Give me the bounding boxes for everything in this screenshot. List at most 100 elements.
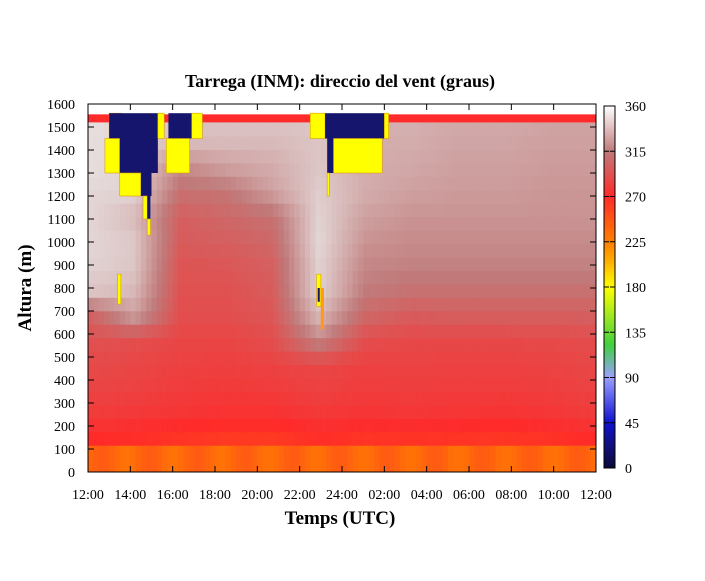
heatmap-cell xyxy=(257,229,264,245)
heatmap-cell xyxy=(553,337,560,352)
heatmap-cell xyxy=(342,256,348,271)
heatmap-cell xyxy=(458,391,465,406)
heatmap-cell xyxy=(246,243,253,258)
heatmap-cell xyxy=(442,203,449,218)
y-tick-label: 1000 xyxy=(47,236,75,251)
heatmap-cell xyxy=(320,243,327,258)
heatmap-cell xyxy=(88,364,94,379)
heatmap-cell xyxy=(130,377,137,392)
heatmap-special-cell xyxy=(146,218,151,236)
heatmap-cell xyxy=(490,458,497,472)
heatmap-cell xyxy=(453,324,460,339)
heatmap-cell xyxy=(389,189,396,204)
heatmap-cell xyxy=(532,243,539,258)
heatmap-cell xyxy=(469,229,475,245)
heatmap-special-cell xyxy=(140,173,152,196)
heatmap-cell xyxy=(447,162,454,177)
x-axis-label: Temps (UTC) xyxy=(285,508,396,529)
heatmap-cell xyxy=(537,445,544,460)
heatmap-cell xyxy=(580,176,587,191)
y-tick-label: 600 xyxy=(54,328,75,343)
heatmap-cell xyxy=(172,229,179,245)
heatmap-cell xyxy=(199,337,206,352)
heatmap-cell xyxy=(299,203,306,218)
heatmap-cell xyxy=(553,310,560,325)
heatmap-cell xyxy=(474,270,481,285)
heatmap-cell xyxy=(363,445,370,460)
heatmap-cell xyxy=(172,310,179,325)
heatmap-cell xyxy=(246,270,253,285)
heatmap-cell xyxy=(516,391,523,406)
heatmap-cell xyxy=(373,216,380,231)
heatmap-cell xyxy=(98,418,105,433)
heatmap-cell xyxy=(267,324,274,339)
heatmap-cell xyxy=(262,350,269,366)
heatmap-cell xyxy=(532,270,539,285)
heatmap-cell xyxy=(199,404,206,419)
heatmap-cell xyxy=(209,458,216,472)
heatmap-cell xyxy=(458,431,465,446)
heatmap-cell xyxy=(320,364,327,379)
heatmap-cell xyxy=(119,431,126,446)
heatmap-cell xyxy=(230,243,237,258)
heatmap-cell xyxy=(479,176,486,191)
heatmap-cell xyxy=(315,377,322,392)
heatmap-cell xyxy=(230,324,237,339)
heatmap-cell xyxy=(304,229,311,245)
heatmap-cell xyxy=(342,270,348,285)
heatmap-cell xyxy=(379,297,385,312)
heatmap-cell xyxy=(516,149,523,164)
heatmap-cell xyxy=(315,324,322,339)
heatmap-cell xyxy=(384,203,391,218)
heatmap-cell xyxy=(241,377,248,392)
heatmap-cell xyxy=(553,203,560,218)
heatmap-cell xyxy=(506,297,512,312)
heatmap-cell xyxy=(119,445,126,460)
heatmap-cell xyxy=(537,122,544,137)
heatmap-cell xyxy=(384,216,391,231)
heatmap-cell xyxy=(209,404,216,419)
heatmap-cell xyxy=(495,431,502,446)
heatmap-cell xyxy=(204,445,211,460)
heatmap-cell xyxy=(431,203,438,218)
heatmap-cell xyxy=(453,404,460,419)
heatmap-cell xyxy=(495,364,502,379)
heatmap-cell xyxy=(98,216,105,231)
heatmap-cell xyxy=(130,445,137,460)
heatmap-cell xyxy=(220,189,227,204)
heatmap-cell xyxy=(574,122,581,137)
heatmap-cell xyxy=(331,216,338,231)
heatmap-cell xyxy=(204,149,211,164)
heatmap-cell xyxy=(543,135,549,150)
heatmap-cell xyxy=(447,297,454,312)
heatmap-cell xyxy=(225,283,232,298)
heatmap-cell xyxy=(273,203,280,218)
heatmap-cell xyxy=(569,297,576,312)
heatmap-cell xyxy=(98,270,105,285)
heatmap-cell xyxy=(479,216,486,231)
x-tick-label: 14:00 xyxy=(114,488,146,503)
heatmap-cell xyxy=(88,203,94,218)
heatmap-cell xyxy=(506,404,512,419)
heatmap-cell xyxy=(537,243,544,258)
heatmap-cell xyxy=(125,297,131,312)
heatmap-cell xyxy=(431,364,438,379)
heatmap-cell xyxy=(548,337,555,352)
x-tick-label: 12:00 xyxy=(72,488,104,503)
heatmap-cell xyxy=(537,216,544,231)
heatmap-cell xyxy=(109,189,116,204)
heatmap-cell xyxy=(114,324,121,339)
heatmap-cell xyxy=(363,176,370,191)
heatmap-cell xyxy=(506,135,512,150)
heatmap-cell xyxy=(188,377,195,392)
heatmap-cell xyxy=(125,310,131,325)
heatmap-cell xyxy=(273,297,280,312)
heatmap-cell xyxy=(384,337,391,352)
heatmap-cell xyxy=(252,256,258,271)
heatmap-cell xyxy=(299,216,306,231)
heatmap-cell xyxy=(379,189,385,204)
heatmap-cell xyxy=(278,350,285,366)
heatmap-cell xyxy=(384,162,391,177)
heatmap-cell xyxy=(146,324,153,339)
heatmap-cell xyxy=(103,297,110,312)
